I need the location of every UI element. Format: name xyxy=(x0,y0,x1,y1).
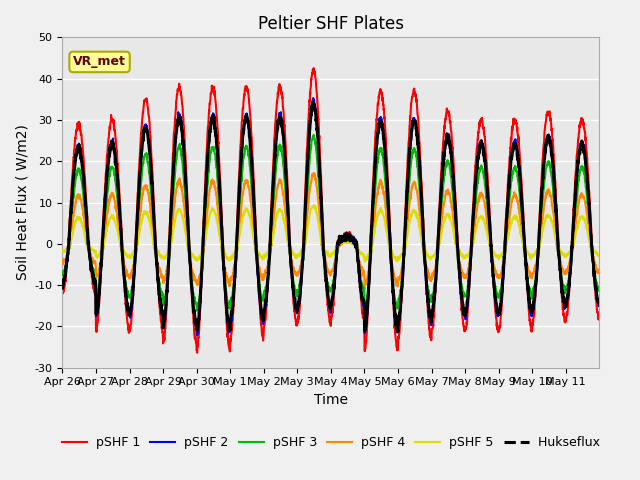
Legend:  pSHF 1,  pSHF 2,  pSHF 3,  pSHF 4,  pSHF 5,  Hukseflux: pSHF 1, pSHF 2, pSHF 3, pSHF 4, pSHF 5, … xyxy=(57,431,605,454)
Y-axis label: Soil Heat Flux ( W/m2): Soil Heat Flux ( W/m2) xyxy=(15,125,29,280)
Text: VR_met: VR_met xyxy=(73,55,126,69)
X-axis label: Time: Time xyxy=(314,393,348,407)
Title: Peltier SHF Plates: Peltier SHF Plates xyxy=(258,15,404,33)
